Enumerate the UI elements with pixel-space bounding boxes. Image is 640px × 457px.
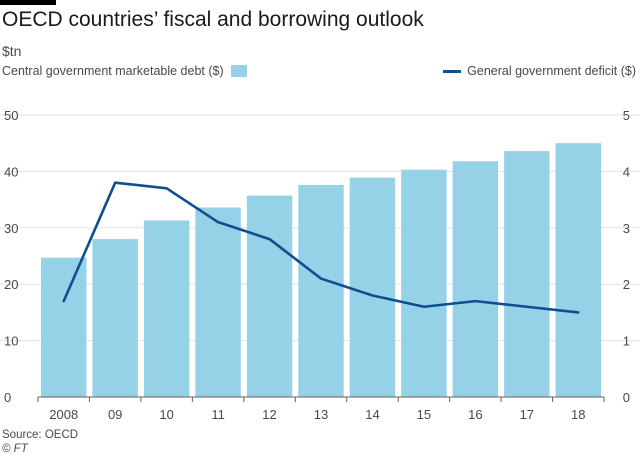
y-left-tick-label: 30 xyxy=(4,221,18,236)
legend-bars: Central government marketable debt ($) xyxy=(2,64,247,78)
y-left-tick-label: 40 xyxy=(4,164,18,179)
y-right-tick-label: 0 xyxy=(623,390,630,405)
y-right-tick-label: 4 xyxy=(623,164,630,179)
y-right-tick-label: 5 xyxy=(623,108,630,123)
y-right-tick-label: 2 xyxy=(623,277,630,292)
bar xyxy=(452,161,499,397)
x-tick-label: 14 xyxy=(365,407,379,422)
y-right-tick-label: 1 xyxy=(623,334,630,349)
y-left-tick-label: 0 xyxy=(4,390,11,405)
brand-bar xyxy=(0,0,56,5)
x-tick-label: 12 xyxy=(262,407,276,422)
y-left-tick-label: 10 xyxy=(4,334,18,349)
x-tick-label: 10 xyxy=(159,407,173,422)
x-tick-label: 13 xyxy=(314,407,328,422)
bar xyxy=(401,169,447,397)
y-left-tick-label: 50 xyxy=(4,108,18,123)
source-note: Source: OECD xyxy=(2,429,79,441)
x-tick-label: 15 xyxy=(417,407,431,422)
bar xyxy=(195,207,241,397)
bar xyxy=(92,239,138,397)
bar xyxy=(298,184,344,397)
x-tick-label: 09 xyxy=(108,407,122,422)
legend-bars-label: Central government marketable debt ($) xyxy=(2,64,224,78)
credit-note: © FT xyxy=(2,443,28,455)
bar xyxy=(246,195,293,397)
deficit-line xyxy=(62,181,580,314)
legend-line: General government deficit ($) xyxy=(443,64,636,78)
bar xyxy=(349,177,396,397)
legend-bars-swatch xyxy=(230,65,247,77)
x-tick-label: 11 xyxy=(211,407,225,422)
bar xyxy=(555,143,601,397)
legend-line-swatch xyxy=(443,69,462,73)
chart-title: OECD countries’ fiscal and borrowing out… xyxy=(2,8,424,31)
x-tick-label: 2008 xyxy=(49,407,78,422)
bar xyxy=(504,151,550,397)
unit-label: $tn xyxy=(2,43,22,59)
bar xyxy=(41,257,87,397)
y-left-tick-label: 20 xyxy=(4,277,18,292)
x-tick-label: 18 xyxy=(571,407,585,422)
bar xyxy=(143,220,190,397)
legend-line-label: General government deficit ($) xyxy=(467,64,636,78)
x-tick-label: 17 xyxy=(520,407,534,422)
x-tick-label: 16 xyxy=(468,407,482,422)
y-right-tick-label: 3 xyxy=(623,221,630,236)
